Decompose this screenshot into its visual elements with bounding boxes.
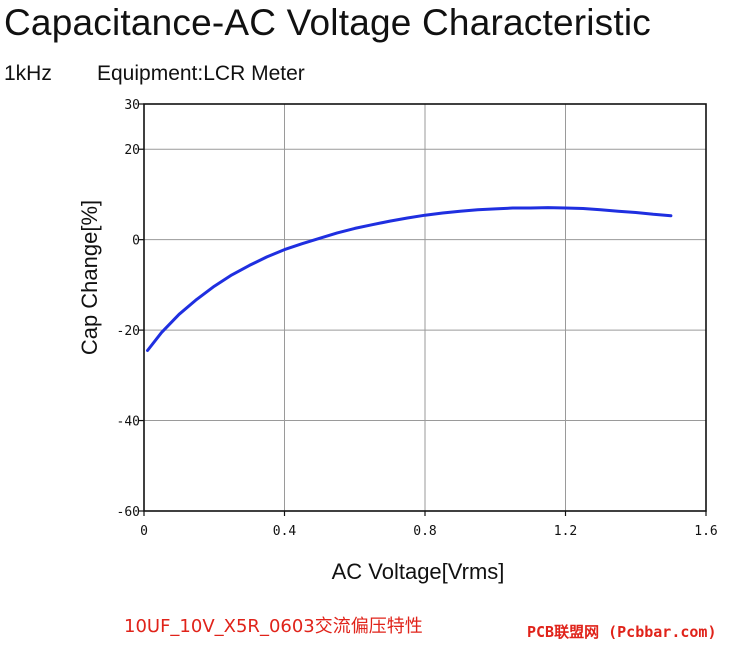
y-tick-label: -40: [117, 415, 140, 430]
page-title: Capacitance-AC Voltage Characteristic: [4, 2, 651, 43]
equipment-label: Equipment:LCR Meter: [97, 62, 305, 85]
y-tick-label: 20: [124, 143, 140, 158]
frequency-label: 1kHz: [4, 62, 52, 85]
watermark: PCB联盟网 (Pcbbar.com): [527, 623, 717, 641]
y-tick-label: -60: [117, 505, 140, 520]
x-tick-label: 1.2: [554, 524, 577, 539]
x-tick-label: 0: [140, 524, 148, 539]
series-line: [146, 206, 673, 352]
chart-caption: 10UF_10V_X5R_0603交流偏压特性: [124, 616, 423, 637]
y-axis-label: Cap Change[%]: [77, 200, 102, 355]
y-tick-label: 30: [124, 98, 140, 113]
y-tick-label: -20: [117, 324, 140, 339]
y-tick-label: 0: [132, 234, 140, 249]
x-tick-label: 1.6: [694, 524, 717, 539]
x-tick-label: 0.4: [273, 524, 297, 539]
x-axis-label: AC Voltage[Vrms]: [332, 559, 505, 584]
x-tick-label: 0.8: [413, 524, 436, 539]
